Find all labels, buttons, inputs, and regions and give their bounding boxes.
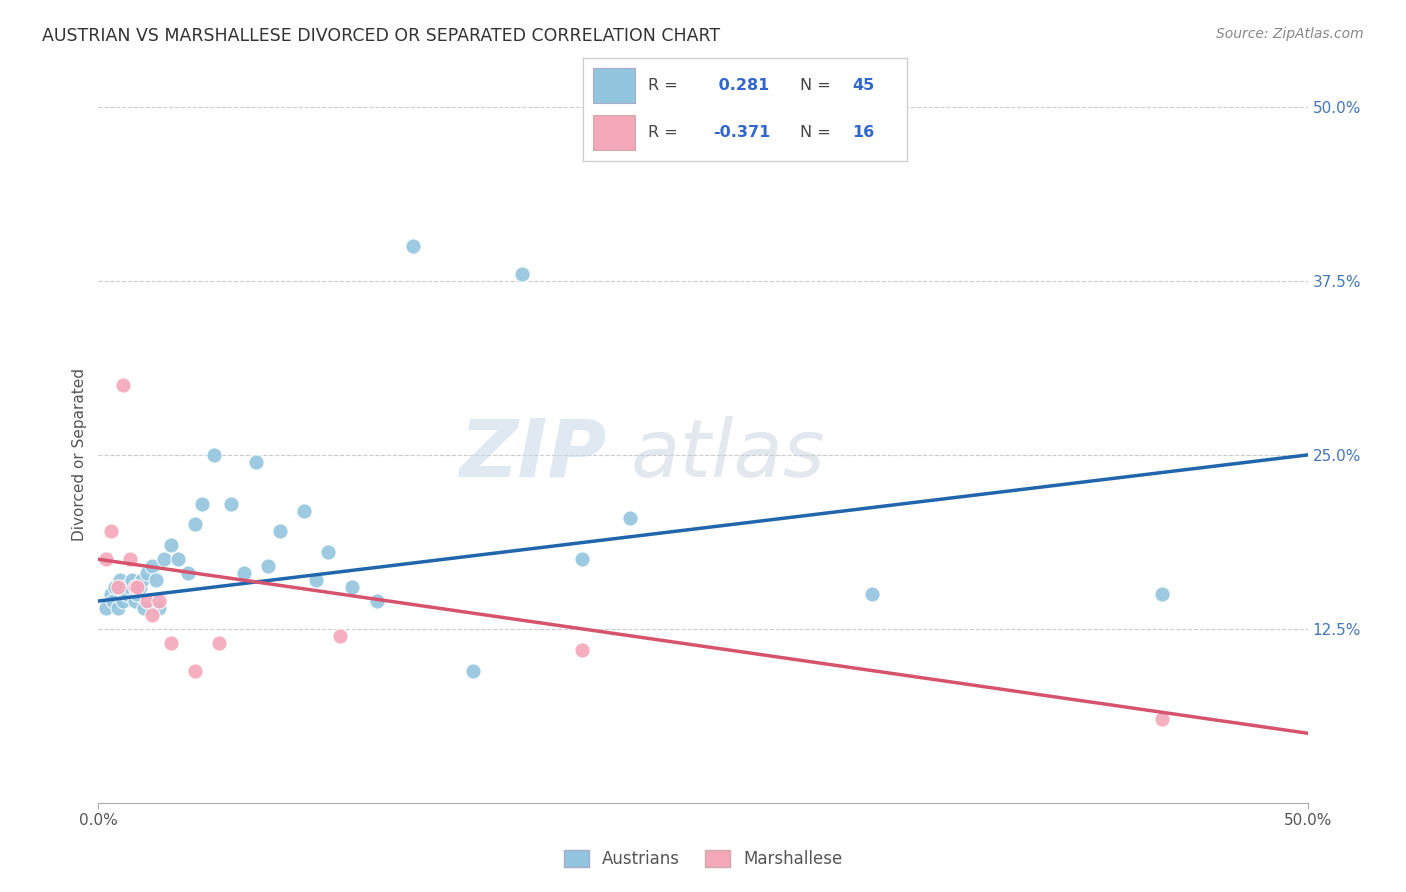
Point [167,552,190,566]
Point [463,664,485,678]
Point [571,552,593,566]
Point [141,607,163,622]
Point [117,587,139,601]
Text: atlas: atlas [630,416,825,494]
Point [342,580,364,594]
Point [111,378,134,392]
Point [100,524,122,539]
Point [118,552,141,566]
Text: 0.281: 0.281 [713,78,769,93]
Text: R =: R = [648,78,683,93]
Point [177,566,200,581]
Text: -0.371: -0.371 [713,126,770,140]
Point [107,601,129,615]
Point [135,594,157,608]
Point [101,594,124,608]
Point [107,580,129,594]
Point [135,566,157,581]
Point [208,636,231,650]
Point [292,503,315,517]
Text: R =: R = [648,126,683,140]
Point [145,573,167,587]
Point [127,587,149,601]
Point [619,510,641,524]
Text: 16: 16 [852,126,875,140]
Text: N =: N = [800,126,837,140]
Point [148,601,170,615]
Point [94,601,117,615]
Point [329,629,352,643]
Legend: Austrians, Marshallese: Austrians, Marshallese [557,843,849,874]
Text: AUSTRIAN VS MARSHALLESE DIVORCED OR SEPARATED CORRELATION CHART: AUSTRIAN VS MARSHALLESE DIVORCED OR SEPA… [42,27,720,45]
Point [94,552,117,566]
Point [104,580,127,594]
Point [114,580,136,594]
Point [716,142,738,156]
Point [100,587,122,601]
Point [131,573,153,587]
Text: N =: N = [800,78,837,93]
Point [160,636,183,650]
Point [184,517,207,532]
Point [316,545,339,559]
Point [118,580,141,594]
Point [221,497,243,511]
Y-axis label: Divorced or Separated: Divorced or Separated [72,368,87,541]
Point [860,587,883,601]
Point [269,524,291,539]
Point [160,538,183,552]
Point [256,559,278,574]
Point [191,497,214,511]
Point [305,573,328,587]
Point [366,594,388,608]
Point [204,448,226,462]
Point [124,580,146,594]
Point [571,642,593,657]
Text: 45: 45 [852,78,875,93]
Point [184,664,207,678]
Text: ZIP: ZIP [458,416,606,494]
Point [111,594,134,608]
Bar [593,115,636,150]
Point [128,580,150,594]
Point [245,455,267,469]
Point [1152,712,1174,726]
Point [121,573,143,587]
Point [124,594,146,608]
Point [1152,587,1174,601]
Point [510,267,533,281]
Point [134,601,156,615]
Point [232,566,254,581]
Point [108,573,131,587]
Bar [593,69,636,103]
Point [148,594,170,608]
Text: Source: ZipAtlas.com: Source: ZipAtlas.com [1216,27,1364,41]
Point [141,559,163,574]
Point [127,580,149,594]
Point [402,239,425,253]
Point [152,552,174,566]
